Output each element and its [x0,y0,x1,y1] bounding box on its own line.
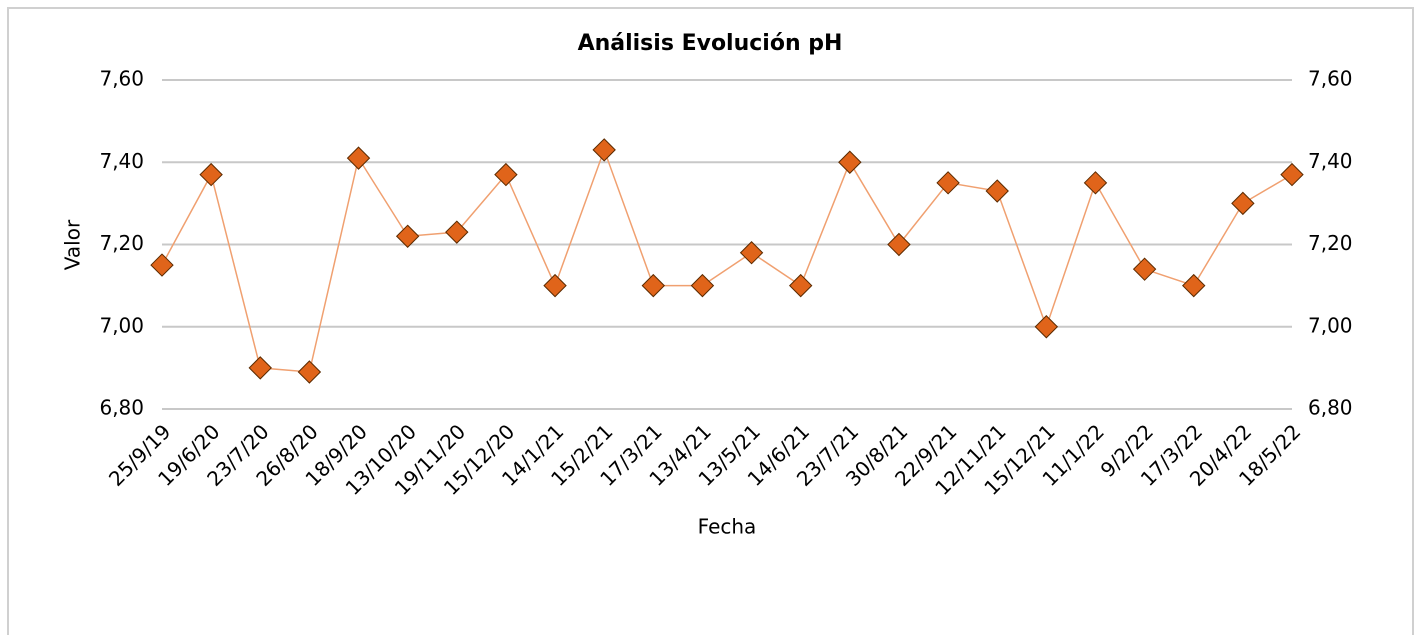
marker [395,224,420,248]
marker [739,241,764,265]
y-tick-label: 7,20 [99,231,144,255]
marker [445,220,469,244]
marker [936,171,960,195]
y2-tick-label: 7,00 [1308,313,1353,337]
marker [1132,257,1157,281]
marker [641,273,666,298]
y2-tick-label: 6,80 [1308,396,1353,420]
y-tick-label: 7,40 [99,149,144,173]
marker [297,360,322,384]
marker [199,162,223,187]
marker [1083,171,1108,195]
chart-title: Análisis Evolución pH [578,31,843,56]
y-axis-label: Valor [61,219,85,270]
y2-tick-label: 7,40 [1308,149,1353,173]
marker [150,253,174,277]
marker [788,273,813,298]
marker [346,146,371,170]
marker [838,150,862,174]
marker [690,273,715,298]
y-tick-label: 6,80 [99,396,144,420]
y-tick-label: 7,00 [99,313,144,337]
y2-tick-label: 7,20 [1308,231,1353,255]
marker [1231,191,1255,216]
y-tick-label: 7,60 [99,67,144,91]
y2-tick-label: 7,60 [1308,67,1353,91]
marker [1182,273,1206,298]
marker [543,273,567,298]
series-line [161,147,1293,373]
marker [248,356,272,380]
x-axis-label: Fecha [698,515,757,539]
frame [7,7,1414,635]
marker [1280,162,1304,187]
marker [1034,315,1059,339]
marker [887,232,911,257]
marker [985,179,1009,203]
marker [592,138,616,162]
marker [494,162,518,187]
